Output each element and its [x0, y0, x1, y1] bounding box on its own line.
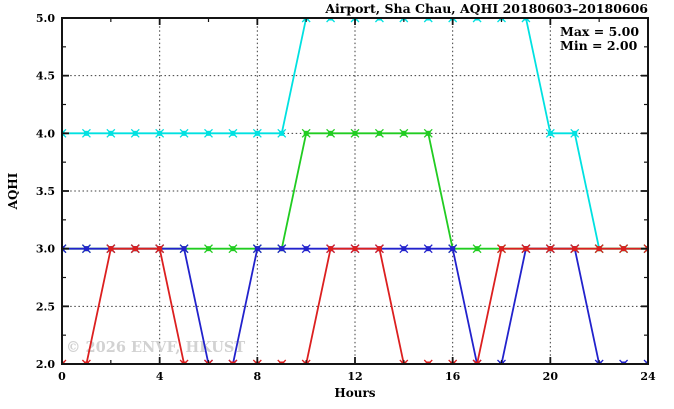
- data-point-blue-h14: [399, 244, 409, 254]
- data-point-red-h15: [423, 359, 433, 364]
- data-point-blue-h15: [423, 244, 433, 254]
- data-point-cyan-h20: [545, 128, 555, 138]
- data-point-cyan-h2: [106, 128, 116, 138]
- axis-tick-labels: 0 4 8 12 16 20 24 2.0 2.5 3.0 3.5 4.0 4.5 5.0: [36, 12, 656, 383]
- data-point-blue-h16: [448, 244, 458, 254]
- data-series-layer: [62, 18, 648, 364]
- data-point-green-h6: [204, 244, 213, 254]
- legend-max-value: Max = 5.00: [560, 24, 639, 39]
- data-point-red-h7: [228, 359, 238, 364]
- data-point-red-h12: [350, 244, 360, 254]
- watermark: © 2026 ENVF, HKUST: [66, 339, 245, 356]
- data-point-cyan-h7: [228, 128, 238, 138]
- data-point-green-h11: [326, 128, 336, 138]
- data-point-cyan-h1: [81, 128, 91, 138]
- data-point-red-h9: [277, 359, 287, 364]
- x-tick-label-4: 4: [156, 370, 164, 383]
- data-point-red-h23: [619, 244, 629, 254]
- data-point-cyan-h17: [472, 18, 482, 23]
- y-tick-label-3.0: 3.0: [36, 243, 55, 256]
- x-tick-label-20: 20: [543, 370, 559, 383]
- data-point-red-h20: [545, 244, 555, 254]
- data-point-red-h22: [594, 244, 604, 254]
- x-tick-label-12: 12: [347, 370, 362, 383]
- x-tick-label-0: 0: [58, 370, 66, 383]
- data-point-cyan-h5: [179, 128, 189, 138]
- data-point-red-h11: [326, 244, 336, 254]
- data-point-blue-h23: [619, 359, 629, 364]
- legend-min-value: Min = 2.00: [560, 38, 638, 53]
- x-tick-label-8: 8: [254, 370, 262, 383]
- data-point-blue-h9: [277, 244, 287, 254]
- y-tick-label-4.0: 4.0: [36, 127, 55, 140]
- data-point-red-h13: [374, 244, 384, 254]
- data-point-green-h15: [423, 128, 433, 138]
- data-point-cyan-h19: [521, 18, 531, 23]
- series-red: [62, 244, 648, 364]
- data-point-green-h14: [399, 128, 409, 138]
- data-point-green-h7: [228, 244, 238, 254]
- chart-title: Airport, Sha Chau, AQHI 20180603–2018060…: [324, 1, 648, 16]
- data-point-cyan-h9: [277, 128, 287, 138]
- data-point-blue-h10: [301, 244, 311, 254]
- data-point-red-h2: [106, 244, 116, 254]
- data-point-red-h21: [570, 244, 580, 254]
- data-point-blue-h5: [179, 244, 189, 254]
- y-tick-label-5.0: 5.0: [36, 12, 55, 25]
- data-point-red-h19: [521, 244, 531, 254]
- data-point-red-h3: [130, 244, 140, 254]
- data-point-cyan-h11: [326, 18, 336, 23]
- data-point-red-h17: [472, 359, 482, 364]
- data-point-green-h12: [350, 128, 360, 138]
- data-point-red-h5: [179, 359, 189, 364]
- y-axis-label: AQHI: [6, 172, 20, 210]
- data-point-cyan-h4: [155, 128, 165, 138]
- data-point-red-h1: [81, 359, 91, 364]
- data-point-blue-h1: [81, 244, 91, 254]
- x-tick-label-24: 24: [640, 370, 656, 383]
- data-point-cyan-h8: [252, 128, 262, 138]
- y-tick-label-3.5: 3.5: [36, 185, 55, 198]
- data-point-green-h13: [374, 128, 384, 138]
- y-tick-label-2.5: 2.5: [36, 300, 55, 313]
- data-point-green-h17: [472, 244, 482, 254]
- data-point-red-h0: [62, 359, 67, 364]
- data-point-red-h4: [155, 244, 165, 254]
- data-point-blue-h24: [643, 359, 648, 364]
- data-point-cyan-h3: [130, 128, 140, 138]
- x-axis-label: Hours: [334, 386, 375, 400]
- data-point-cyan-h13: [374, 18, 384, 23]
- y-tick-label-4.5: 4.5: [36, 70, 55, 83]
- x-tick-label-16: 16: [445, 370, 461, 383]
- data-point-red-h18: [497, 244, 506, 254]
- data-point-green-h10: [301, 128, 311, 138]
- data-point-cyan-h6: [204, 128, 213, 138]
- axis-ticks: [61, 17, 649, 365]
- data-point-cyan-h21: [570, 128, 580, 138]
- data-point-cyan-h15: [423, 18, 433, 23]
- y-tick-label-2.0: 2.0: [36, 358, 55, 371]
- data-point-blue-h8: [252, 244, 262, 254]
